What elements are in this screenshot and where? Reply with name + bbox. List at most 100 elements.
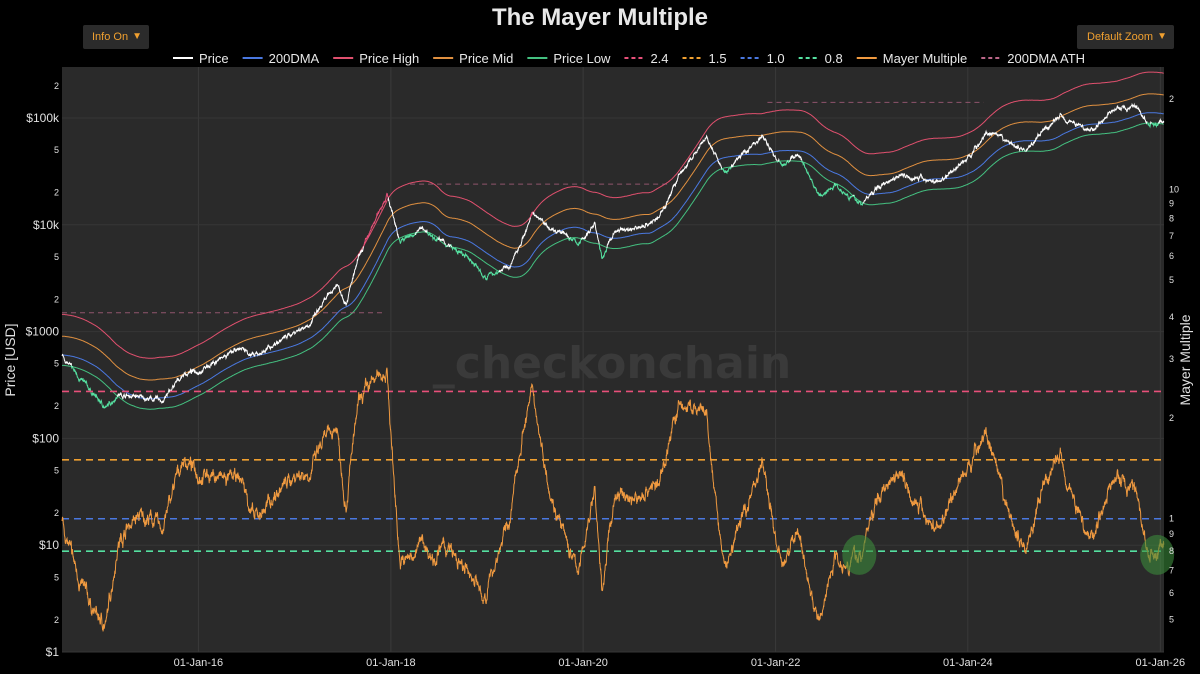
x-tick-label: 01-Jan-22 — [751, 657, 801, 669]
x-axis: 01-Jan-16 01-Jan-18 01-Jan-20 01-Jan-22 01-J… — [174, 657, 1185, 669]
caret-down-icon: ▼ — [132, 31, 142, 42]
info-toggle-button[interactable]: Info On ▼ — [83, 25, 149, 49]
right-tick-label: 2 — [1169, 94, 1174, 104]
price-segment — [802, 161, 835, 198]
zoom-select[interactable]: Default Zoom ▼ — [1077, 25, 1174, 49]
price-segment — [61, 353, 72, 366]
price-segment — [787, 159, 790, 164]
price-segment — [598, 243, 608, 260]
right-axis-title: Mayer Multiple — [1177, 314, 1193, 405]
right-tick-label: 8 — [1169, 546, 1174, 556]
mayer-multiple-line — [61, 367, 1165, 632]
left-tick-label: 2 — [54, 294, 59, 304]
legend-label: 1.5 — [709, 51, 727, 66]
x-tick-label: 01-Jan-24 — [943, 657, 993, 669]
price-segment — [498, 217, 531, 273]
price-segment — [1146, 122, 1152, 129]
page-title: The Mayer Multiple — [491, 4, 709, 31]
price-segment — [568, 237, 571, 241]
left-tick-label: $100k — [26, 111, 60, 125]
price-segment — [581, 221, 600, 245]
price-segment — [1151, 121, 1159, 129]
right-tick-label: 3 — [1169, 354, 1174, 364]
legend-label: 200DMA ATH — [1007, 51, 1085, 66]
left-tick-label: 2 — [54, 81, 59, 91]
price-segment — [71, 365, 73, 370]
legend-item: Price High — [333, 51, 419, 66]
price-segment — [570, 237, 582, 247]
left-tick-label: $1 — [46, 645, 60, 659]
legend-item: 2.4 — [624, 51, 669, 66]
legend-item: Mayer Multiple — [856, 51, 968, 66]
legend-label: 200DMA — [269, 51, 320, 66]
legend-label: Price Mid — [459, 51, 513, 66]
info-toggle-label: Info On — [92, 31, 129, 43]
legend-label: Price — [199, 51, 229, 66]
price-segment — [862, 129, 1025, 204]
left-tick-label: 2 — [54, 508, 59, 518]
legend-item: 200DMA ATH — [981, 51, 1085, 66]
left-tick-label: 5 — [54, 145, 59, 155]
price-segment — [451, 246, 454, 252]
price-segment — [730, 163, 733, 168]
left-tick-label: 5 — [54, 572, 59, 582]
dma200-ath-lines — [62, 101, 984, 314]
price-mid-line — [61, 93, 1164, 381]
legend-item: 0.8 — [798, 51, 843, 66]
right-tick-label: 6 — [1169, 588, 1174, 598]
price-segment — [415, 232, 417, 236]
right-tick-label: 6 — [1169, 251, 1174, 261]
left-tick-label: 2 — [54, 188, 59, 198]
right-tick-label: 7 — [1169, 231, 1174, 241]
legend-item: 1.0 — [740, 51, 785, 66]
left-tick-label: $10k — [33, 218, 60, 232]
price-segment — [859, 201, 864, 206]
right-tick-label: 2 — [1169, 413, 1174, 423]
price-segment — [427, 231, 438, 242]
price-segment — [387, 197, 400, 239]
legend-label: Price Low — [553, 51, 611, 66]
left-tick-label: $1000 — [26, 325, 60, 339]
right-tick-label: 5 — [1169, 615, 1174, 625]
highlight-circles — [842, 534, 1175, 575]
price-segment — [1025, 102, 1148, 152]
right-tick-label: 9 — [1169, 198, 1174, 208]
price-low-line — [62, 122, 1164, 410]
price-segment — [452, 246, 500, 281]
left-tick-label: 5 — [54, 466, 59, 476]
price-segment — [363, 192, 389, 247]
price-segment — [778, 160, 788, 168]
left-tick-label: 2 — [54, 401, 59, 411]
price-segment — [1150, 121, 1152, 124]
price-segment — [447, 243, 452, 248]
x-tick-label: 01-Jan-26 — [1136, 657, 1186, 669]
price-line — [61, 102, 1165, 409]
legend-item: 1.5 — [682, 51, 727, 66]
legend-label: Price High — [359, 51, 419, 66]
highlight-circle — [842, 534, 877, 575]
right-tick-label: 10 — [1169, 185, 1179, 195]
legend-item: Price Low — [527, 51, 611, 66]
zoom-select-label: Default Zoom — [1087, 31, 1154, 43]
left-tick-label: 5 — [54, 252, 59, 262]
x-tick-label: 01-Jan-18 — [366, 657, 416, 669]
price-segment — [529, 211, 534, 218]
x-tick-label: 01-Jan-20 — [558, 657, 608, 669]
legend-item: Price — [173, 51, 229, 66]
price-segment — [777, 157, 780, 162]
price-segment — [721, 166, 732, 175]
right-tick-label: 7 — [1169, 566, 1174, 576]
legend-label: 1.0 — [767, 51, 785, 66]
price-segment — [72, 366, 118, 409]
left-axis: $1 2 5 $10 2 5 $100 2 5 $1000 2 5 $10k 2 5 $100k 2 Price … — [2, 81, 60, 659]
price-segment — [1158, 118, 1165, 124]
price-segment — [1024, 150, 1026, 152]
legend-label: Mayer Multiple — [883, 51, 968, 66]
dma200-line — [61, 112, 1164, 400]
price-segment — [116, 246, 364, 405]
legend-item: 200DMA — [242, 51, 320, 66]
left-tick-label: 5 — [54, 359, 59, 369]
price-segment — [606, 134, 723, 249]
